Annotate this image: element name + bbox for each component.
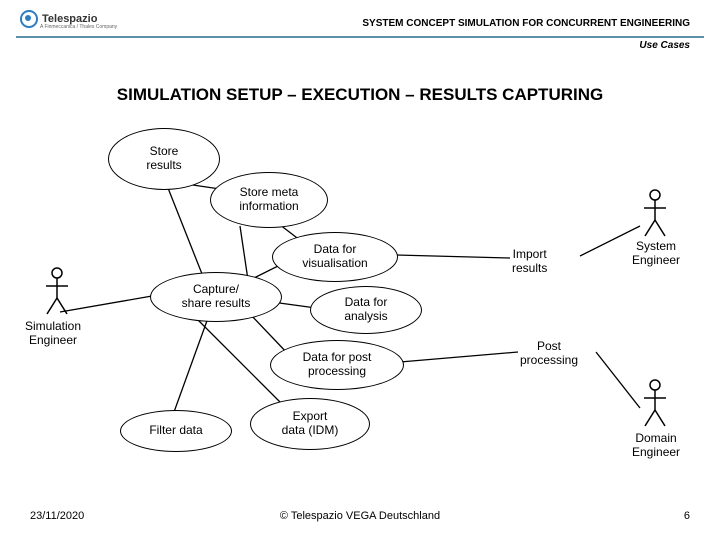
logo-icon: [20, 10, 38, 28]
header-rule: [16, 36, 704, 38]
usecase-store-meta: Store metainformation: [210, 172, 328, 228]
label-sim-engineer: SimulationEngineer: [25, 320, 81, 348]
usecase-capture-share: Capture/share results: [150, 272, 282, 322]
header-subtitle: Use Cases: [639, 40, 690, 51]
label-dom-engineer: DomainEngineer: [632, 432, 680, 460]
usecase-data-post: Data for postprocessing: [270, 340, 404, 390]
usecase-data-analysis: Data foranalysis: [310, 286, 422, 334]
actor-sim-icon: [42, 266, 72, 316]
logo-subtext: A Finmeccanica / Thales Company: [40, 24, 117, 30]
label-import-results: Importresults: [512, 248, 547, 276]
label-post-processing: Postprocessing: [520, 340, 578, 368]
label-sys-engineer: SystemEngineer: [632, 240, 680, 268]
header-title: SYSTEM CONCEPT SIMULATION FOR CONCURRENT…: [362, 18, 690, 29]
section-title: SIMULATION SETUP – EXECUTION – RESULTS C…: [0, 85, 720, 105]
footer-page: 6: [684, 510, 690, 522]
footer-copyright: © Telespazio VEGA Deutschland: [0, 510, 720, 522]
usecase-export-data: Exportdata (IDM): [250, 398, 370, 450]
slide: Telespazio A Finmeccanica / Thales Compa…: [0, 0, 720, 540]
usecase-store-results: Storeresults: [108, 128, 220, 190]
actor-sys-icon: [640, 188, 670, 238]
usecase-data-vis: Data forvisualisation: [272, 232, 398, 282]
actor-dom-icon: [640, 378, 670, 428]
usecase-filter-data: Filter data: [120, 410, 232, 452]
